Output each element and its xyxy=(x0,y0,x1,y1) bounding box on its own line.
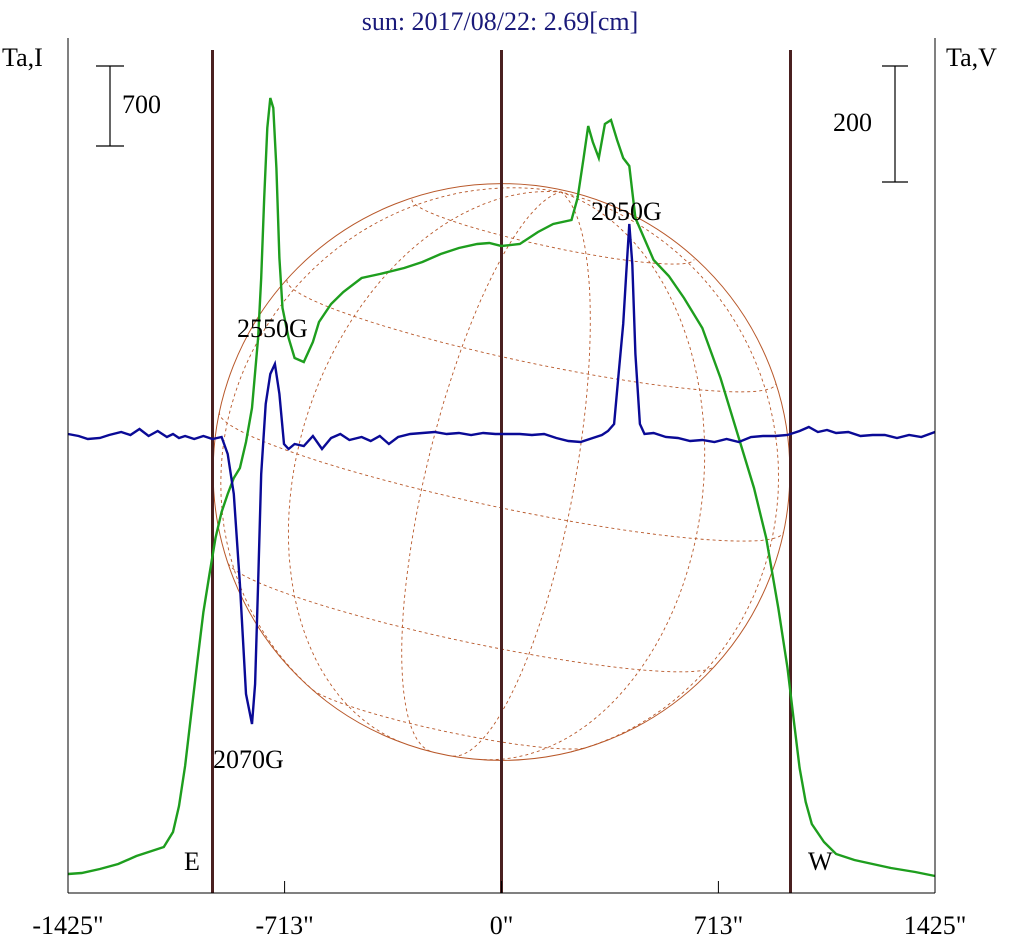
left-axis-label: Ta,I xyxy=(2,43,43,72)
annotation-2050g: 2050G xyxy=(591,197,662,226)
solar-grid xyxy=(218,187,785,761)
left-scale-bar: 700 xyxy=(96,65,161,147)
x-tick-label-1: -713" xyxy=(255,911,313,940)
east-limb-label: E xyxy=(184,847,200,876)
right-scale-label: 200 xyxy=(833,108,872,137)
x-tick-label-0: -1425" xyxy=(32,911,103,940)
right-axis-label: Ta,V xyxy=(946,43,997,72)
x-axis-ticks: -1425" -713" 0" 713" 1425" xyxy=(32,881,966,940)
x-tick-label-3: 713" xyxy=(694,911,744,940)
series-polarization-line xyxy=(67,223,936,725)
right-scale-bar: 200 xyxy=(833,65,908,183)
x-tick-label-2: 0" xyxy=(490,911,514,940)
west-limb-label: W xyxy=(808,847,833,876)
series-intensity-line xyxy=(67,97,936,878)
x-tick-label-4: 1425" xyxy=(904,911,967,940)
vertical-lines xyxy=(211,50,792,893)
left-scale-label: 700 xyxy=(122,90,161,119)
chart-title: sun: 2017/08/22: 2.69[cm] xyxy=(362,7,639,36)
annotation-2070g: 2070G xyxy=(213,745,284,774)
annotation-2550g: 2550G xyxy=(237,314,308,343)
